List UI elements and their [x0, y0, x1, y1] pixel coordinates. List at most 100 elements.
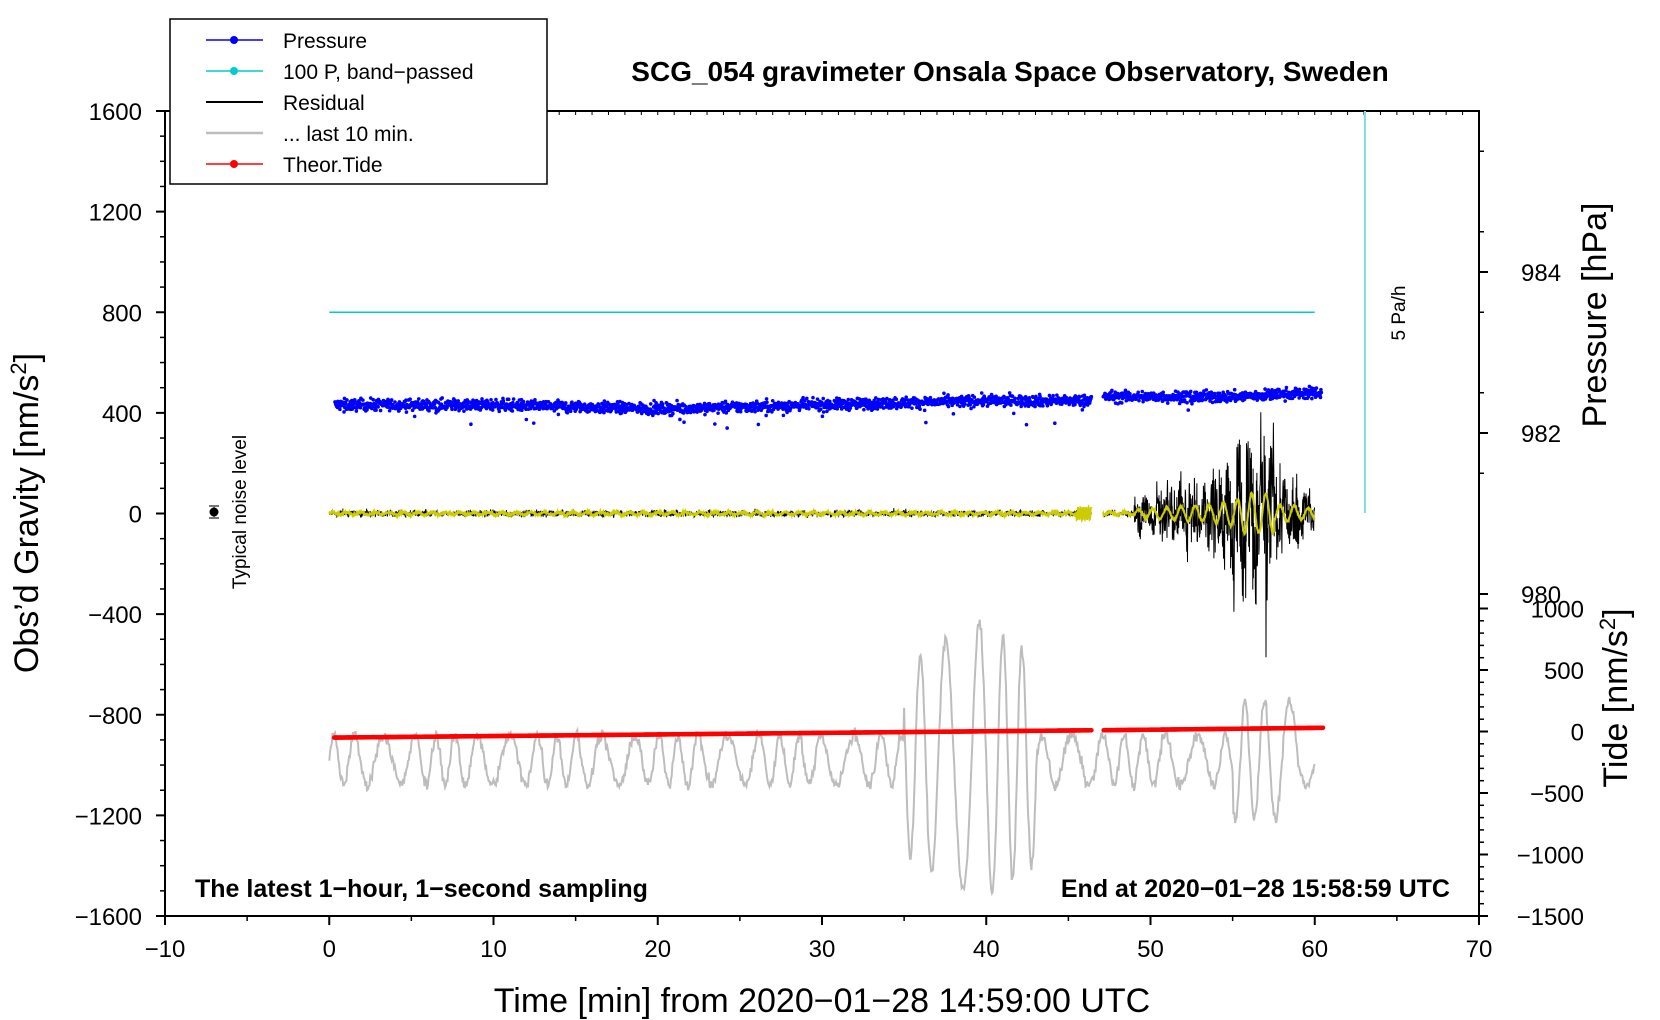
- legend-entry-tide: Theor.Tide: [206, 154, 383, 177]
- pressure-point: [862, 407, 866, 412]
- pressure-point: [951, 412, 956, 416]
- pressure-point: [972, 395, 977, 400]
- pressure-point: [531, 421, 536, 425]
- pressure-point: [946, 404, 951, 409]
- pressure-point: [981, 402, 986, 407]
- series-pressure: [333, 384, 1324, 430]
- pressure-point: [511, 397, 516, 401]
- pressure-point: [1034, 394, 1038, 399]
- pressure-point: [374, 408, 378, 412]
- pressure-point: [404, 410, 409, 414]
- pressure-point: [723, 399, 728, 404]
- pressure-point: [501, 401, 506, 406]
- pressure-point: [350, 407, 355, 411]
- x-tick-label: 40: [973, 936, 1000, 963]
- pressure-point: [1134, 397, 1138, 401]
- pressure-point: [1264, 395, 1269, 399]
- pressure-point: [875, 407, 880, 411]
- series-tide: [331, 725, 1326, 740]
- pressure-point: [716, 411, 720, 415]
- tide-tick-label: 0: [1571, 720, 1584, 747]
- pressure-point: [480, 397, 484, 401]
- pressure-point: [681, 411, 686, 415]
- pressure-point: [521, 399, 526, 404]
- pressure-point: [821, 396, 826, 401]
- series-residual-filtered: [328, 490, 1316, 537]
- pressure-point: [354, 409, 359, 413]
- series-residual: [328, 412, 1315, 658]
- pressure-point: [820, 414, 825, 419]
- pressure-point: [456, 399, 460, 403]
- pressure-point: [821, 410, 826, 414]
- pressure-point: [1041, 404, 1045, 408]
- pressure-point: [1038, 394, 1042, 399]
- pressure-point: [1270, 387, 1274, 392]
- y-tick-label: 1600: [89, 99, 142, 126]
- pressure-point: [801, 395, 805, 400]
- pressure-point: [764, 397, 769, 401]
- pressure-point: [1045, 403, 1050, 408]
- pressure-point: [918, 407, 922, 411]
- pressure-point: [335, 405, 340, 410]
- pressure-point: [416, 397, 421, 401]
- pressure-point: [818, 407, 823, 412]
- pressure-point: [453, 398, 457, 403]
- pressure-point: [1026, 404, 1031, 409]
- x-tick-label: 50: [1137, 936, 1164, 963]
- pressure-point: [968, 403, 973, 407]
- pressure-point: [904, 395, 908, 400]
- y-tick-label: −1600: [75, 904, 142, 931]
- pressure-point: [568, 409, 573, 414]
- x-tick-label: 20: [644, 936, 671, 963]
- pressure-point: [848, 406, 853, 410]
- y-tick-label: −400: [88, 602, 142, 629]
- pressure-point: [1082, 393, 1087, 398]
- pressure-point: [765, 400, 769, 405]
- x-tick-label: 0: [323, 936, 336, 963]
- pressure-point: [1019, 404, 1023, 409]
- pressure-point: [703, 412, 707, 417]
- pressure-point: [753, 409, 757, 414]
- y-axis-title-left-sup: 2: [6, 362, 31, 374]
- pressure-point: [1110, 388, 1114, 393]
- note-end-time: End at 2020−01−28 15:58:59 UTC: [1061, 875, 1450, 903]
- pressure-point: [1204, 388, 1209, 392]
- noise-level-indicator: Typical noise level: [209, 435, 251, 589]
- pressure-point: [365, 407, 369, 412]
- pressure-point: [807, 406, 811, 411]
- pressure-point: [387, 408, 392, 413]
- pressure-point: [958, 404, 962, 409]
- pressure-point: [408, 397, 412, 402]
- pressure-point: [922, 408, 927, 413]
- pressure-point: [490, 408, 495, 412]
- pressure-tick-label: 984: [1521, 260, 1561, 287]
- pressure-point: [652, 398, 656, 403]
- pressure-point: [713, 422, 717, 426]
- pressure-point: [489, 397, 493, 402]
- pressure-point: [724, 411, 729, 415]
- pressure-point: [378, 408, 383, 413]
- pressure-point: [788, 406, 793, 410]
- pressure-point: [660, 402, 665, 406]
- pressure-point: [1119, 401, 1124, 405]
- pressure-point: [469, 422, 473, 427]
- pressure-point: [1318, 395, 1323, 400]
- y-tick-label: 1200: [89, 200, 142, 227]
- pressure-point: [371, 397, 375, 402]
- pressure-point: [725, 426, 729, 430]
- pressure-point: [1310, 396, 1314, 401]
- pressure-point: [846, 397, 851, 402]
- pressure-point: [656, 411, 660, 416]
- pressure-point: [1136, 390, 1140, 395]
- pressure-point: [1076, 398, 1081, 402]
- pressure-point: [825, 409, 829, 414]
- x-tick-label: 60: [1301, 936, 1328, 963]
- pressure-point: [619, 411, 624, 415]
- pressure-point: [424, 402, 429, 407]
- pressure-point: [344, 402, 348, 407]
- legend-entry-bandpassed: 100 P, band−passed: [206, 61, 474, 84]
- pressure-point: [563, 401, 568, 405]
- pressure-point: [440, 396, 444, 400]
- pressure-point: [1051, 393, 1055, 398]
- tide-axis-title-close: ]: [1597, 608, 1635, 617]
